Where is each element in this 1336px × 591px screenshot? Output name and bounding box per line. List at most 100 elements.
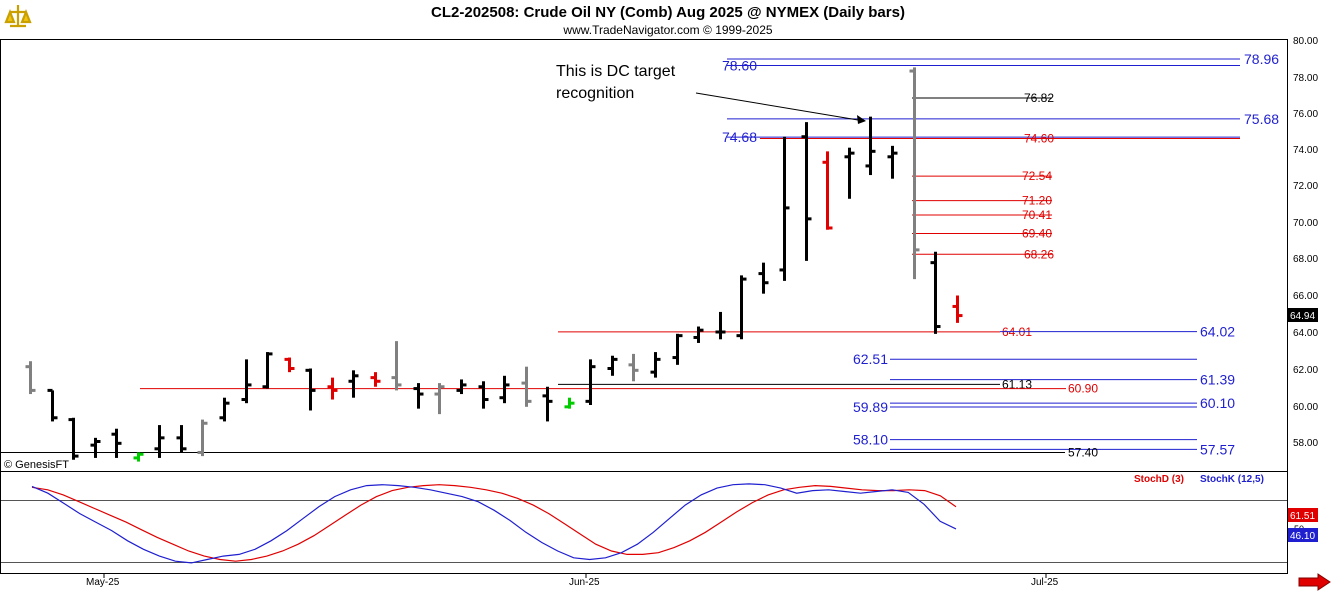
price-bar — [413, 383, 424, 409]
price-axis: 80.00 78.00 76.00 74.00 72.00 70.00 68.0… — [1293, 36, 1318, 449]
price-bar — [370, 372, 381, 387]
price-bar — [779, 136, 790, 281]
price-bar — [628, 353, 639, 382]
level-label: 70.41 — [1022, 208, 1052, 222]
scroll-right-arrow-icon[interactable] — [1298, 573, 1331, 591]
price-bar — [68, 417, 79, 460]
level-label: 64.02 — [1200, 324, 1235, 340]
price-tick: 68.00 — [1293, 254, 1318, 265]
price-bar — [478, 381, 489, 409]
price-bar — [305, 368, 316, 411]
price-bar — [736, 275, 747, 340]
price-tick: 76.00 — [1293, 109, 1318, 120]
level-label: 68.26 — [1024, 247, 1054, 261]
price-bar — [693, 326, 704, 343]
price-bar — [391, 341, 402, 391]
price-bar — [25, 361, 36, 395]
time-label: May-25 — [86, 577, 120, 588]
price-bar — [952, 295, 963, 323]
price-tick: 66.00 — [1293, 291, 1318, 302]
stochd-line — [31, 484, 957, 562]
stoch-panel — [0, 471, 1288, 574]
time-label: Jun-25 — [569, 577, 600, 588]
level-label: 71.20 — [1022, 194, 1052, 208]
level-label: 74.60 — [1024, 132, 1054, 146]
price-tick: 74.00 — [1293, 145, 1318, 156]
price-bar — [456, 379, 467, 395]
copyright-label: © GenesisFT — [4, 459, 69, 471]
price-bar — [758, 262, 769, 294]
price-bar — [47, 388, 58, 422]
stoch-layer — [31, 483, 957, 564]
stochk-value-box — [1288, 528, 1318, 542]
price-bar — [499, 375, 510, 404]
stochd-value-box — [1288, 508, 1318, 522]
time-label: Jul-25 — [1031, 577, 1059, 588]
annotation-line1: This is DC target — [556, 63, 676, 80]
price-bar — [154, 425, 165, 458]
price-bar — [434, 383, 445, 415]
price-bar — [887, 145, 898, 179]
level-label: 69.40 — [1022, 226, 1052, 240]
price-tick: 80.00 — [1293, 36, 1318, 47]
logo-icon — [2, 2, 34, 32]
price-bar — [197, 419, 208, 457]
level-label: 78.60 — [722, 58, 757, 74]
price-bar — [865, 116, 876, 176]
stochd-value: 61.51 — [1290, 511, 1315, 522]
level-label: 72.54 — [1022, 169, 1052, 183]
level-label: 76.82 — [1024, 91, 1054, 105]
price-tick: 72.00 — [1293, 181, 1318, 192]
price-bar — [801, 122, 812, 261]
price-bar — [241, 359, 252, 404]
price-bar — [176, 425, 187, 453]
price-bar — [348, 370, 359, 398]
price-bar — [909, 67, 920, 280]
price-tick: 70.00 — [1293, 218, 1318, 229]
level-label: 62.51 — [853, 351, 888, 367]
price-bar — [930, 251, 941, 334]
price-bar — [284, 357, 295, 373]
price-bar — [90, 437, 101, 458]
level-label: 61.39 — [1200, 372, 1235, 388]
last-price-label: 64.94 — [1290, 311, 1315, 322]
chart-title: CL2-202508: Crude Oil NY (Comb) Aug 2025… — [431, 4, 905, 21]
price-bar — [844, 147, 855, 199]
annotation-arrow — [695, 92, 866, 124]
price-tick: 60.00 — [1293, 402, 1318, 413]
level-label: 57.57 — [1200, 441, 1235, 457]
chart-subtitle: www.TradeNavigator.com © 1999-2025 — [562, 23, 772, 37]
level-label: 74.68 — [722, 129, 757, 145]
price-bar — [262, 352, 273, 389]
annotation-line2: recognition — [556, 85, 634, 102]
price-bar — [650, 352, 661, 378]
level-label: 61.13 — [1002, 377, 1032, 391]
price-bar — [521, 366, 532, 407]
last-price-box — [1288, 308, 1318, 322]
price-tick: 64.00 — [1293, 328, 1318, 339]
level-label: 75.68 — [1244, 111, 1279, 127]
level-label: 60.90 — [1068, 382, 1098, 396]
price-panel — [0, 39, 1288, 472]
price-bar — [327, 377, 338, 400]
level-label: 78.96 — [1244, 51, 1279, 67]
stochd-legend: StochD (3) — [1134, 474, 1184, 485]
price-bar — [585, 359, 596, 405]
stochk-legend: StochK (12,5) — [1200, 474, 1264, 485]
level-label: 59.89 — [853, 399, 888, 415]
price-bar — [133, 452, 144, 462]
stochk-value: 46.10 — [1290, 531, 1315, 542]
price-tick: 78.00 — [1293, 73, 1318, 84]
price-bar — [607, 355, 618, 376]
price-bar — [111, 428, 122, 458]
level-label: 58.10 — [853, 432, 888, 448]
price-bar — [564, 397, 575, 409]
price-bar — [822, 151, 833, 230]
price-bar — [672, 333, 683, 365]
price-bar — [715, 311, 726, 340]
level-label: 57.40 — [1068, 445, 1098, 459]
stochk-line — [31, 483, 957, 564]
price-bar — [219, 397, 230, 422]
level-label: 60.10 — [1200, 395, 1235, 411]
